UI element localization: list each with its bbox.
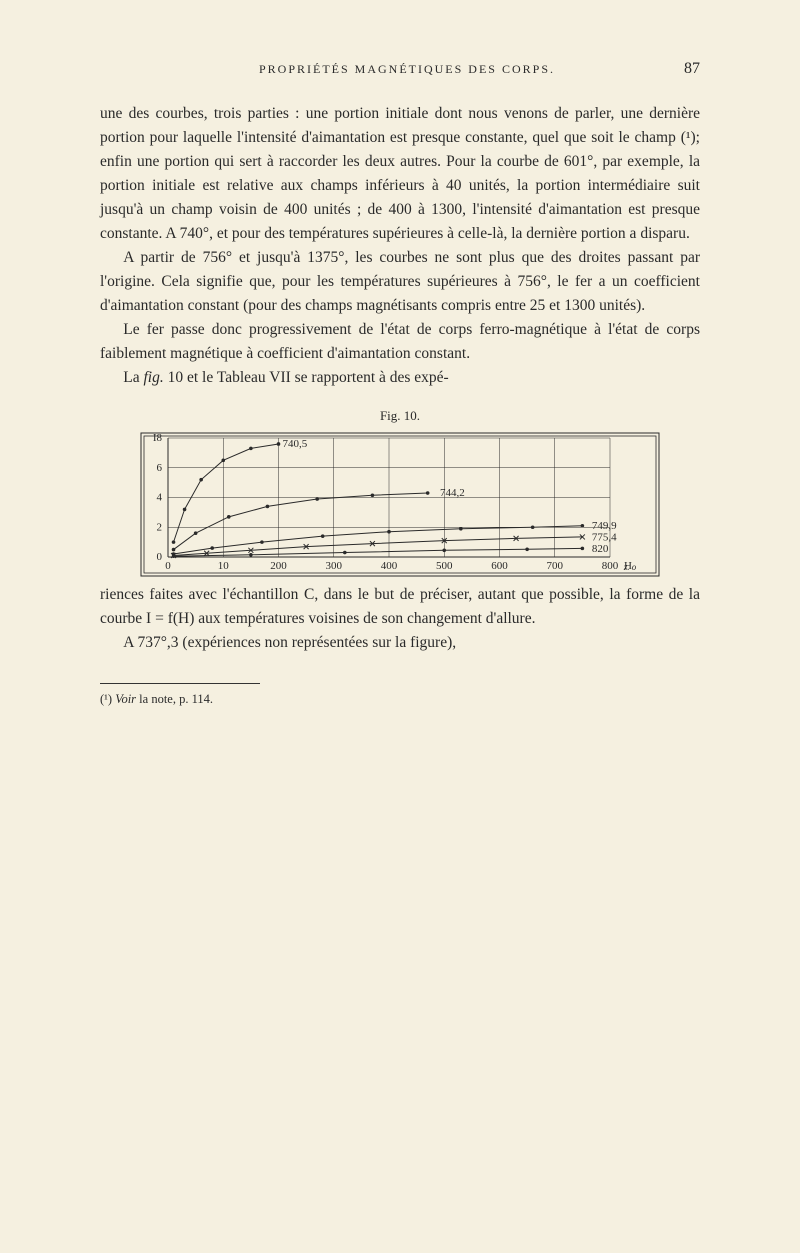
page-header: PROPRIÉTÉS MAGNÉTIQUES DES CORPS. 87 bbox=[100, 60, 700, 78]
svg-text:2: 2 bbox=[157, 521, 163, 533]
body-text-2: riences faites avec l'échantillon C, dan… bbox=[100, 583, 700, 655]
svg-text:200: 200 bbox=[270, 560, 287, 572]
svg-text:820: 820 bbox=[592, 543, 609, 555]
paragraph-1: une des courbes, trois parties : une por… bbox=[100, 102, 700, 246]
svg-text:4: 4 bbox=[157, 492, 163, 504]
p4-a: La bbox=[123, 369, 143, 386]
svg-text:400: 400 bbox=[381, 560, 398, 572]
svg-text:600: 600 bbox=[491, 560, 508, 572]
paragraph-2: A partir de 756° et jusqu'à 1375°, les c… bbox=[100, 246, 700, 318]
running-head: PROPRIÉTÉS MAGNÉTIQUES DES CORPS. bbox=[130, 62, 684, 77]
paragraph-4: La fig. 10 et le Tableau VII se rapporte… bbox=[100, 366, 700, 390]
paragraph-3: Le fer passe donc progressivement de l'é… bbox=[100, 318, 700, 366]
svg-text:500: 500 bbox=[436, 560, 453, 572]
paragraph-5: riences faites avec l'échantillon C, dan… bbox=[100, 583, 700, 631]
footnote: (¹) Voir la note, p. 114. bbox=[100, 692, 700, 707]
svg-text:300: 300 bbox=[326, 560, 343, 572]
svg-text:6: 6 bbox=[157, 462, 163, 474]
p4-fig: fig. bbox=[143, 369, 163, 386]
svg-text:744,2: 744,2 bbox=[440, 487, 465, 499]
footnote-rule bbox=[100, 683, 260, 684]
svg-text:10: 10 bbox=[218, 560, 230, 572]
footnote-b: la note, p. 114. bbox=[136, 692, 213, 706]
svg-text:0: 0 bbox=[165, 560, 171, 572]
body-text: une des courbes, trois parties : une por… bbox=[100, 102, 700, 390]
figure-10-chart: 010200300400500600700800H0246I8740,5744,… bbox=[140, 432, 660, 577]
page-number: 87 bbox=[684, 60, 700, 78]
p4-b: 10 et le Tableau VII se rapportent à des… bbox=[164, 369, 449, 386]
svg-text:700: 700 bbox=[547, 560, 564, 572]
svg-text:800: 800 bbox=[602, 560, 619, 572]
svg-text:749,9: 749,9 bbox=[592, 520, 617, 532]
footnote-marker: (¹) bbox=[100, 692, 112, 706]
svg-text:0: 0 bbox=[157, 551, 163, 563]
svg-text:z. o: z. o bbox=[623, 562, 637, 572]
figure-caption: Fig. 10. bbox=[100, 408, 700, 424]
chart-svg: 010200300400500600700800H0246I8740,5744,… bbox=[140, 432, 660, 577]
svg-text:I8: I8 bbox=[153, 432, 163, 444]
paragraph-6: A 737°,3 (expériences non représentées s… bbox=[100, 631, 700, 655]
svg-text:740,5: 740,5 bbox=[283, 438, 308, 450]
footnote-voir: Voir bbox=[115, 692, 136, 706]
